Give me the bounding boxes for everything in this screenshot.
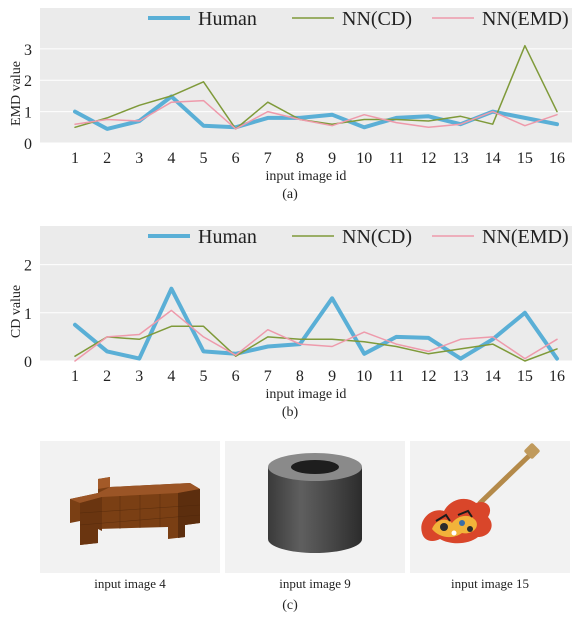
x-tick-label: 15 [517,150,533,167]
x-tick-label: 3 [135,150,143,167]
caption-a: (a) [282,187,298,202]
x-tick-label: 1 [71,150,79,167]
x-tick-label: 13 [453,368,469,385]
legend-label: Human [198,8,257,30]
y-tick-label: 0 [24,136,32,153]
series-line-nn-emd [74,309,558,362]
y-tick-label: 1 [24,105,32,122]
painted-electric-guitar-icon [421,443,540,544]
x-tick-label: 6 [232,368,240,385]
x-tick-label: 5 [200,150,208,167]
y-axis-label: EMD value [9,61,24,126]
thumbnail-panel-3 [410,441,570,573]
x-tick-label: 15 [517,368,533,385]
x-tick-label: 11 [389,368,404,385]
x-tick-label: 13 [453,150,469,167]
y-tick-label: 3 [24,42,32,59]
x-tick-label: 8 [296,150,304,167]
series-line-nn-cd [74,325,558,362]
x-tick-label: 4 [167,150,175,167]
x-tick-label: 11 [389,150,404,167]
x-tick-label: 12 [420,368,436,385]
x-tick-label: 10 [356,368,372,385]
series-line-human [73,286,559,361]
thumbnail-label-3: input image 15 [451,576,529,591]
x-tick-label: 14 [485,150,501,167]
y-tick-label: 2 [24,258,32,275]
x-tick-label: 2 [103,368,111,385]
x-tick-label: 10 [356,150,372,167]
x-tick-label: 5 [200,368,208,385]
legend-label: NN(EMD) [482,8,569,30]
series-line-nn-emd [74,99,558,130]
y-tick-label: 2 [24,73,32,90]
x-tick-label: 12 [420,150,436,167]
x-tick-label: 8 [296,368,304,385]
x-axis-label: input image id [266,387,347,402]
legend-label: NN(EMD) [482,226,569,248]
caption-b: (b) [281,405,299,420]
x-tick-label: 2 [103,150,111,167]
legend-label: Human [198,226,257,248]
x-tick-label: 9 [328,150,336,167]
wooden-desk-voxel-icon [70,477,201,545]
x-tick-label: 16 [549,368,565,385]
thumbnail-label-1: input image 4 [94,576,166,591]
x-tick-label: 6 [232,150,240,167]
legend-label: NN(CD) [342,226,412,248]
x-tick-label: 7 [264,368,272,385]
y-axis-label: CD value [9,285,24,338]
thumbnail-label-2: input image 9 [279,576,351,591]
x-tick-label: 16 [549,150,565,167]
gray-cylinder-ring-icon [268,453,362,553]
x-tick-label: 7 [264,150,272,167]
thumbnail-panel-2 [225,441,405,573]
y-tick-label: 1 [24,306,32,323]
x-tick-label: 3 [135,368,143,385]
x-tick-label: 14 [485,368,501,385]
x-tick-label: 4 [167,368,175,385]
caption-c: (c) [282,598,298,613]
y-tick-label: 0 [24,354,32,371]
x-axis-label: input image id [266,169,347,184]
x-tick-label: 1 [71,368,79,385]
thumbnail-panel-1 [40,441,220,573]
x-tick-label: 9 [328,368,336,385]
legend-label: NN(CD) [342,8,412,30]
